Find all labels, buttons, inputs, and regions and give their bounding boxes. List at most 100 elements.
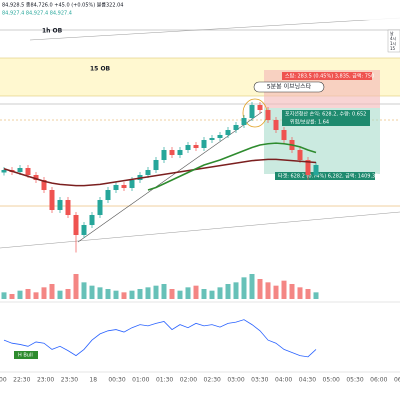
candle-body [217, 135, 223, 138]
candle-body [81, 225, 87, 235]
candle-body [33, 175, 39, 180]
x-tick-label: 05:30 [346, 377, 363, 384]
candle-body [297, 150, 303, 160]
x-tick-label: 04:00 [275, 377, 292, 384]
trend-line [29, 17, 400, 41]
side-legend-item: 4시 [390, 36, 397, 41]
volume-bar [25, 289, 31, 299]
position-label: 포지션청산 손익: 628.2, 수량: 0.652 [285, 111, 366, 118]
volume-bar [33, 292, 39, 299]
x-tick-label: 00:30 [108, 377, 125, 384]
candle-body [281, 130, 287, 140]
pattern-badge [253, 81, 325, 93]
volume-bar [57, 290, 63, 299]
candle-body [265, 110, 271, 120]
volume-bar [313, 292, 319, 299]
volume-bar [81, 282, 87, 299]
pattern-label: 5분봉 이브닝스타 [267, 83, 312, 91]
volume-bar [233, 282, 239, 299]
x-tick-label: 03:30 [251, 377, 268, 384]
volume-bar [65, 289, 71, 299]
volume-bar [145, 287, 151, 299]
volume-bar [217, 287, 223, 299]
stop-badge [282, 72, 372, 80]
candle-body [161, 150, 167, 160]
x-tick-label: 23:30 [61, 377, 78, 384]
side-legend-item: 15 [390, 46, 396, 51]
volume-bar [9, 294, 15, 299]
candle-body [121, 185, 127, 188]
volume-bar [305, 289, 311, 299]
volume-bar [177, 290, 183, 299]
ma-line [147, 142, 317, 191]
candle-body [49, 190, 55, 210]
volume-bar [153, 285, 159, 299]
risk-label: 위험/보상률: 1.64 [290, 119, 329, 126]
candle-body [185, 145, 191, 150]
volume-bar [185, 287, 191, 299]
ma-line [3, 158, 317, 187]
x-tick-label: 22:00 [0, 377, 7, 384]
candle-body [1, 170, 7, 173]
volume-bar [201, 289, 207, 299]
volume-bar [137, 289, 143, 299]
x-tick-label: 01:00 [132, 377, 149, 384]
candle-body [25, 168, 31, 175]
candle-body [17, 168, 23, 172]
volume-bar [169, 289, 175, 299]
side-legend [387, 29, 400, 53]
candle-body [73, 215, 79, 235]
volume-bar [273, 285, 279, 299]
stop-label: 스탑: 283.5 (0.45%) 3,835, 금액: 750 [285, 73, 374, 80]
volume-bar [1, 292, 7, 299]
candle-body [41, 180, 47, 190]
rsi-label: H Bull [18, 353, 33, 359]
candle-body [65, 200, 71, 215]
candle-body [225, 130, 231, 135]
candle-body [113, 185, 119, 190]
header: 84,927.4 84,927.4 84,927.4 [2, 11, 72, 17]
x-tick-label: 04:30 [299, 377, 316, 384]
candle-body [97, 200, 103, 215]
side-legend-item: 날 [390, 30, 394, 36]
x-tick-label: 05:00 [323, 377, 340, 384]
candle-body [201, 140, 207, 148]
candle-body [313, 165, 319, 175]
volume-bar [97, 287, 103, 299]
x-tick-label: 03:00 [227, 377, 244, 384]
candle-body [305, 160, 311, 175]
ob-label: 1h OB [42, 28, 63, 35]
header-bg [0, 0, 400, 20]
volume-bar [297, 287, 303, 299]
volume-bar [289, 284, 295, 299]
rsi-badge [14, 351, 38, 359]
volume-bar [241, 277, 247, 299]
volume-bar [73, 274, 79, 299]
volume-bar [193, 285, 199, 299]
volume-bar [49, 284, 55, 299]
candle-body [257, 105, 263, 110]
volume-bar [41, 287, 47, 299]
volume-bar [257, 279, 263, 299]
target-badge [275, 172, 375, 180]
x-tick-label: 02:00 [180, 377, 197, 384]
volume-bar [161, 284, 167, 299]
volume-bar [129, 290, 135, 299]
volume-bar [89, 285, 95, 299]
x-tick-label: 23:00 [37, 377, 54, 384]
candle-body [177, 150, 183, 155]
volume-bar [209, 290, 215, 299]
x-tick-label: 06:00 [370, 377, 387, 384]
volume-bar [249, 274, 255, 299]
x-tick-label: 18 [89, 377, 97, 384]
x-tick-label: 22:30 [13, 377, 30, 384]
trend-line [77, 111, 263, 243]
volume-bar [105, 289, 111, 299]
volume-bar [17, 290, 23, 299]
side-legend-item: 1시 [390, 41, 397, 46]
target-label: 타겟: 628.2 (0.74%) 6,282, 금액: 1409.32 [278, 173, 378, 180]
candle-body [145, 170, 151, 175]
candle-body [89, 215, 95, 225]
candle-body [273, 120, 279, 130]
